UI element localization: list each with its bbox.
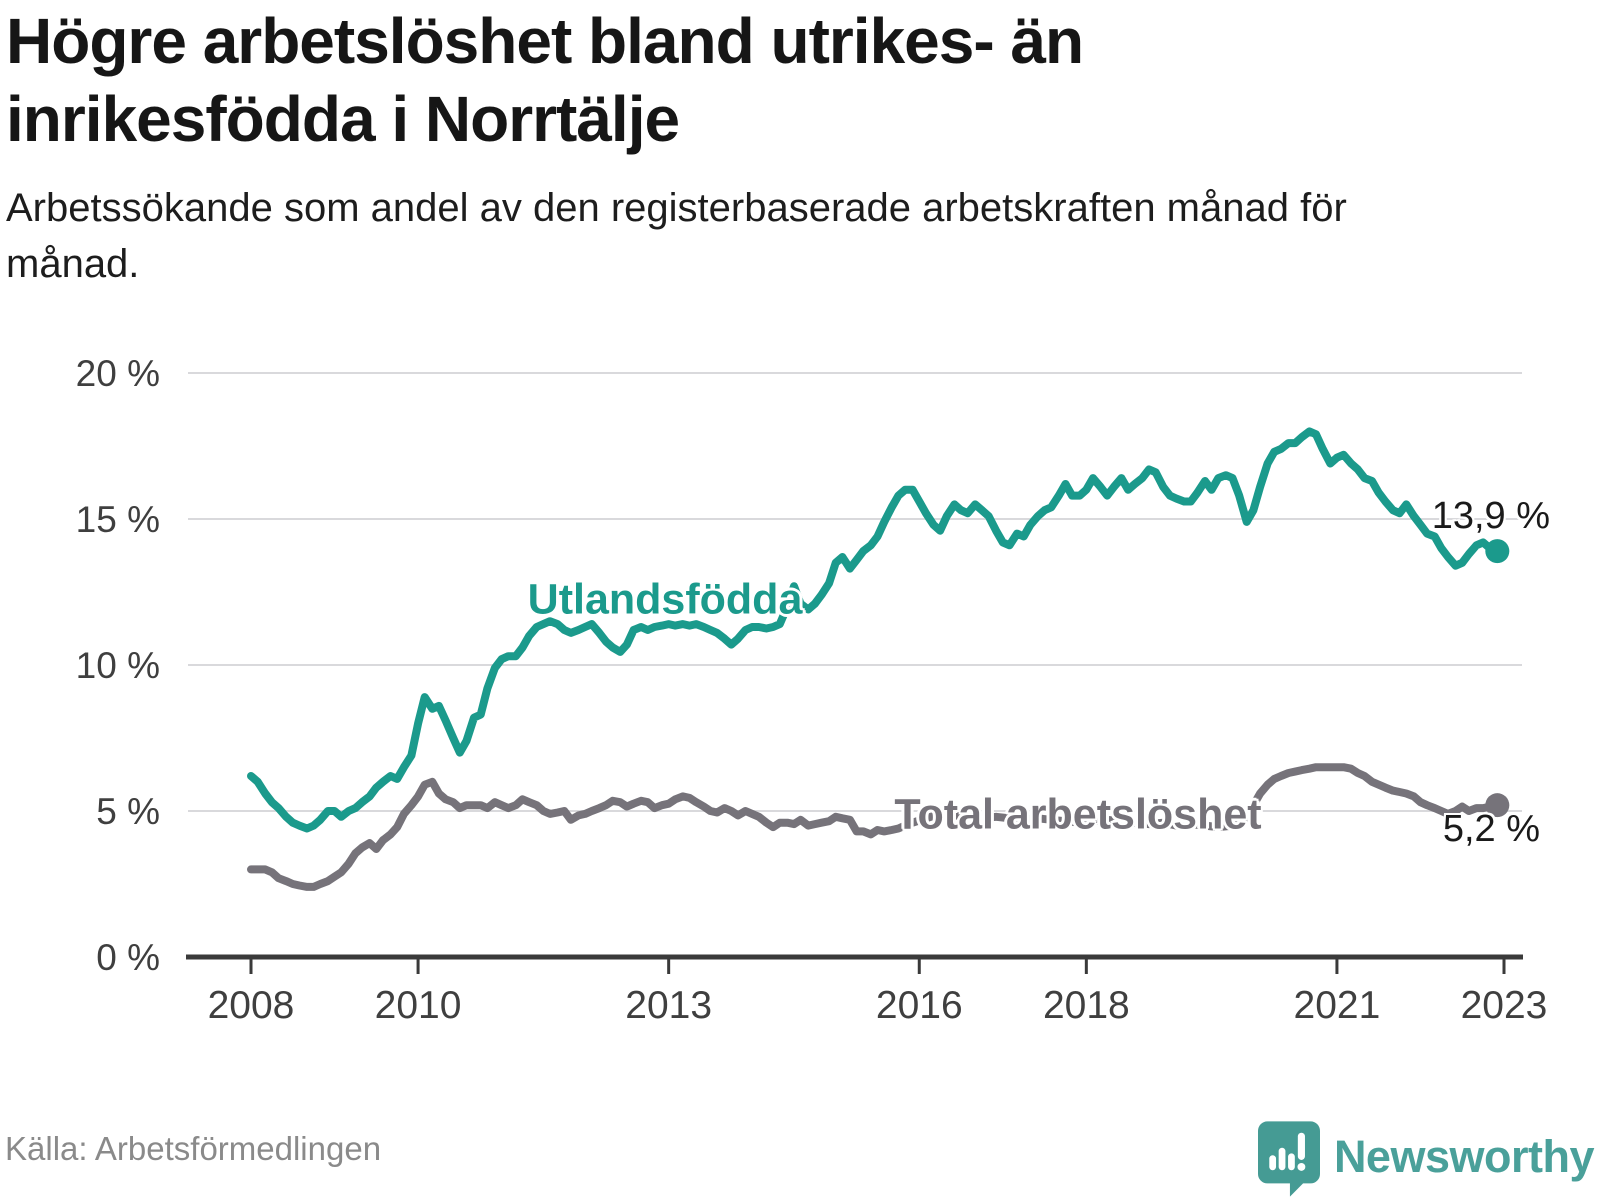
bar-1 (1269, 1155, 1276, 1171)
end-value-label-total: 5,2 % (1442, 808, 1540, 850)
y-tick-label-0: 0 % (96, 937, 160, 978)
series-end-dot-utlandsfodda (1485, 539, 1510, 564)
y-tick-label-10: 10 % (76, 645, 160, 686)
brand-name: Newsworthy (1333, 1131, 1595, 1182)
y-tick-label-5: 5 % (96, 791, 160, 832)
x-tick-label-2021: 2021 (1294, 984, 1381, 1027)
newsworthy-brand: Newsworthy (1257, 1118, 1595, 1200)
chart-title: Högre arbetslöshet bland utrikes- än inr… (6, 5, 1084, 156)
series-line-utlandsfodda (247, 427, 1502, 833)
series-line-total (247, 763, 1502, 891)
series-end-dot-total (1485, 793, 1510, 818)
exclamation-bar (1297, 1132, 1305, 1160)
x-tick-label-2013: 2013 (625, 984, 712, 1027)
bar-3 (1287, 1153, 1295, 1171)
x-tick-label-2023: 2023 (1461, 984, 1548, 1027)
series-label-total-arbetsloshet: Total arbetslöshet (894, 790, 1262, 839)
series-label-utlandsfodda: Utlandsfödda (527, 575, 803, 624)
chart-subtitle: Arbetssökande som andel av den registerb… (6, 186, 1347, 286)
newsworthy-logo-icon (1257, 1121, 1320, 1197)
y-tick-label-15: 15 % (76, 499, 160, 540)
end-value-label-utlandsfodda: 13,9 % (1431, 495, 1550, 537)
bar-2 (1278, 1147, 1286, 1171)
x-tick-label-2008: 2008 (208, 984, 295, 1027)
y-tick-label-20: 20 % (76, 353, 160, 394)
x-tick-label-2018: 2018 (1043, 984, 1130, 1027)
source-note: Källa: Arbetsförmedlingen (5, 1130, 382, 1167)
x-tick-label-2016: 2016 (876, 984, 963, 1027)
exclamation-dot (1297, 1162, 1306, 1171)
x-tick-label-2010: 2010 (375, 984, 462, 1027)
